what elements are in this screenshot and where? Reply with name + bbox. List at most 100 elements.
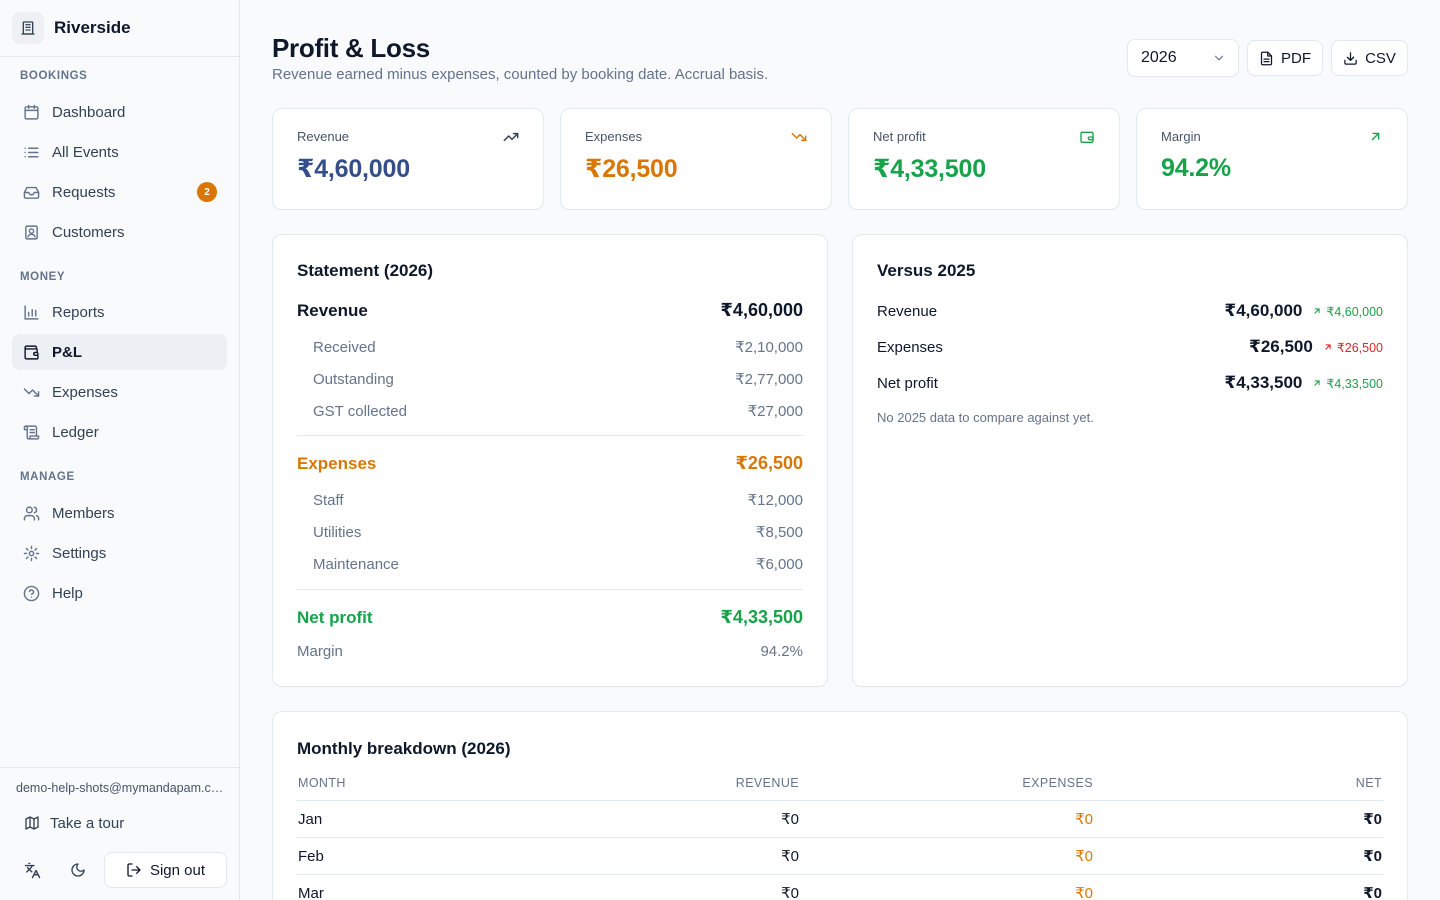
export-pdf-button[interactable]: PDF <box>1247 40 1323 76</box>
row-label: GST collected <box>313 402 407 420</box>
contacts-icon <box>22 223 40 241</box>
statement-margin-row: Margin 94.2% <box>297 643 803 660</box>
sidebar-item-label: Dashboard <box>52 103 126 121</box>
cell-net: ₹0 <box>1363 811 1382 828</box>
sidebar-item-all-events[interactable]: All Events <box>12 134 227 170</box>
sidebar-item-settings[interactable]: Settings <box>12 535 227 571</box>
column-header-month: MONTH <box>298 776 346 790</box>
calendar-icon <box>22 103 40 121</box>
kpi-label: Revenue <box>297 129 350 144</box>
kpi-card-revenue: Revenue ₹4,60,000 <box>272 108 544 210</box>
row-label: Net profit <box>297 607 373 627</box>
sidebar-item-label: Settings <box>52 544 107 562</box>
map-icon <box>24 815 40 831</box>
kpi-label: Expenses <box>585 129 643 144</box>
export-csv-button[interactable]: CSV <box>1331 40 1408 76</box>
download-icon <box>1343 51 1358 66</box>
building-icon <box>12 12 44 44</box>
nav-section-money: MONEY <box>20 271 66 283</box>
page-title: Profit & Loss <box>272 33 430 63</box>
sidebar-item-label: Reports <box>52 303 105 321</box>
row-value: ₹4,60,000 <box>1224 301 1303 320</box>
row-label: Utilities <box>313 523 362 541</box>
row-label: Revenue <box>877 302 938 320</box>
row-value: ₹12,000 <box>747 492 803 509</box>
sidebar-item-requests[interactable]: Requests 2 <box>12 174 227 210</box>
list-icon <box>22 143 40 161</box>
arrow-up-right-icon <box>1325 344 1331 350</box>
year-select[interactable]: 2026 <box>1127 39 1239 77</box>
kpi-card-margin: Margin 94.2% <box>1136 108 1408 210</box>
kpi-value: 94.2% <box>1161 154 1231 182</box>
column-header-expenses: EXPENSES <box>1022 776 1093 790</box>
sidebar-item-label: P&L <box>52 343 82 361</box>
row-label: Received <box>313 338 376 356</box>
statement-line-outstanding: Outstanding ₹2,77,000 <box>297 370 803 389</box>
scroll-icon <box>22 423 40 441</box>
versus-title: Versus 2025 <box>877 261 976 280</box>
log-out-icon <box>126 862 142 878</box>
sidebar: Riverside BOOKINGS Dashboard All Events … <box>0 0 240 900</box>
year-select-value: 2026 <box>1141 49 1177 66</box>
row-value: ₹2,10,000 <box>735 339 803 356</box>
language-button[interactable] <box>14 852 50 888</box>
delta-badge: ₹26,500 <box>1323 340 1383 355</box>
kpi-value: ₹26,500 <box>585 155 678 183</box>
kpi-label: Margin <box>1161 129 1201 144</box>
moon-icon <box>70 862 86 878</box>
arrow-up-right-icon <box>1314 308 1320 314</box>
cell-net: ₹0 <box>1363 848 1382 865</box>
sidebar-item-customers[interactable]: Customers <box>12 214 227 250</box>
table-row: Jan ₹0 ₹0 ₹0 <box>297 801 1383 838</box>
sign-out-button[interactable]: Sign out <box>104 852 227 888</box>
trending-down-icon <box>22 383 40 401</box>
monthly-title: Monthly breakdown (2026) <box>297 739 511 758</box>
versus-card: Versus 2025 Revenue ₹4,60,000 ₹4,60,000 … <box>852 234 1408 687</box>
sidebar-item-ledger[interactable]: Ledger <box>12 414 227 450</box>
trending-down-icon <box>791 129 807 145</box>
statement-net-profit-row: Net profit ₹4,33,500 <box>297 607 803 628</box>
translate-icon <box>24 862 41 879</box>
file-text-icon <box>1259 51 1274 66</box>
kpi-card-net-profit: Net profit ₹4,33,500 <box>848 108 1120 210</box>
sidebar-item-members[interactable]: Members <box>12 495 227 531</box>
row-value: ₹2,77,000 <box>735 371 803 388</box>
row-value: ₹26,500 <box>1248 337 1313 356</box>
sidebar-item-help[interactable]: Help <box>12 575 227 611</box>
statement-line-maintenance: Maintenance ₹6,000 <box>297 555 803 574</box>
sidebar-item-dashboard[interactable]: Dashboard <box>12 94 227 130</box>
table-header: MONTH REVENUE EXPENSES NET <box>297 776 1383 801</box>
row-value: ₹4,60,000 <box>720 300 803 320</box>
delta-value: ₹26,500 <box>1336 340 1383 355</box>
brand[interactable]: Riverside <box>0 0 239 57</box>
cell-month: Mar <box>298 884 324 900</box>
row-value: ₹27,000 <box>747 403 803 420</box>
sign-out-label: Sign out <box>149 861 206 879</box>
delta-badge: ₹4,60,000 <box>1312 304 1383 319</box>
row-value: ₹4,33,500 <box>1224 373 1303 392</box>
sidebar-item-pl[interactable]: P&L <box>12 334 227 370</box>
statement-line-gst: GST collected ₹27,000 <box>297 402 803 421</box>
row-label: Net profit <box>877 374 938 392</box>
users-icon <box>22 504 40 522</box>
sidebar-item-label: Expenses <box>52 383 118 401</box>
sidebar-item-reports[interactable]: Reports <box>12 294 227 330</box>
requests-count-badge: 2 <box>197 182 217 202</box>
sidebar-item-label: All Events <box>52 143 119 161</box>
take-tour-link[interactable]: Take a tour <box>12 808 124 838</box>
table-row: Feb ₹0 ₹0 ₹0 <box>297 838 1383 875</box>
row-label: Expenses <box>297 453 377 473</box>
arrow-up-right-icon <box>1368 129 1383 144</box>
help-circle-icon <box>22 584 40 602</box>
theme-toggle-button[interactable] <box>60 852 96 888</box>
kpi-label: Net profit <box>873 129 926 144</box>
cell-month: Jan <box>298 810 323 828</box>
row-label: Margin <box>297 643 343 660</box>
column-header-net: NET <box>1355 776 1382 790</box>
cell-revenue: ₹0 <box>781 811 799 828</box>
nav-section-manage: MANAGE <box>20 471 75 483</box>
row-label: Outstanding <box>313 370 394 388</box>
sidebar-item-expenses[interactable]: Expenses <box>12 374 227 410</box>
kpi-value: ₹4,33,500 <box>873 155 986 183</box>
take-tour-label: Take a tour <box>50 814 125 832</box>
